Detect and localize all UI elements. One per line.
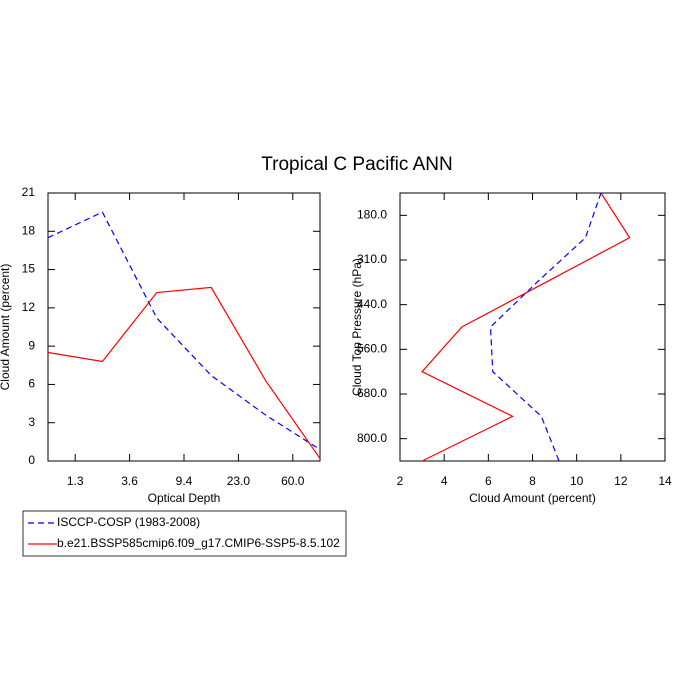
- x-tick-label: 9.4: [176, 474, 193, 488]
- x-tick-label: 6: [485, 474, 492, 488]
- y-tick-label: 21: [22, 185, 36, 199]
- legend-box: [22, 510, 347, 557]
- y-tick-label: 9: [28, 338, 35, 352]
- y-tick-label: 680.0: [357, 386, 387, 400]
- x-tick-label: 10: [570, 474, 584, 488]
- y-tick-label: 560.0: [357, 342, 387, 356]
- x-tick-label: 8: [529, 474, 536, 488]
- series-line: [47, 286, 321, 459]
- y-tick-label: 180.0: [357, 208, 387, 222]
- series-line: [489, 192, 602, 462]
- series-line: [47, 211, 321, 451]
- plot-frame: [399, 192, 666, 462]
- y-axis-label: Cloud Top Pressure (hPa): [350, 258, 364, 396]
- x-axis-label: Optical Depth: [148, 491, 221, 505]
- x-tick-label: 12: [614, 474, 628, 488]
- series-line: [421, 192, 631, 462]
- y-tick-label: 12: [22, 300, 36, 314]
- y-tick-label: 3: [28, 415, 35, 429]
- x-tick-label: 60.0: [281, 474, 305, 488]
- legend-label: ISCCP-COSP (1983-2008): [57, 515, 200, 529]
- x-tick-label: 1.3: [67, 474, 84, 488]
- y-tick-label: 18: [22, 223, 36, 237]
- y-tick-label: 440.0: [357, 297, 387, 311]
- x-tick-label: 3.6: [121, 474, 138, 488]
- figure-title: Tropical C Pacific ANN: [261, 154, 452, 175]
- legend-label: b.e21.BSSP585cmip6.f09_g17.CMIP6-SSP5-8.…: [57, 536, 340, 550]
- plot-frame: [47, 192, 321, 462]
- x-tick-label: 23.0: [227, 474, 251, 488]
- y-tick-label: 15: [22, 262, 36, 276]
- x-axis-label: Cloud Amount (percent): [469, 491, 596, 505]
- y-axis-label: Cloud Amount (percent): [0, 264, 12, 391]
- y-tick-label: 310.0: [357, 252, 387, 266]
- y-tick-label: 0: [28, 453, 35, 467]
- x-tick-label: 4: [441, 474, 448, 488]
- y-tick-label: 800.0: [357, 431, 387, 445]
- y-tick-label: 6: [28, 377, 35, 391]
- x-tick-label: 2: [397, 474, 404, 488]
- x-tick-label: 14: [658, 474, 672, 488]
